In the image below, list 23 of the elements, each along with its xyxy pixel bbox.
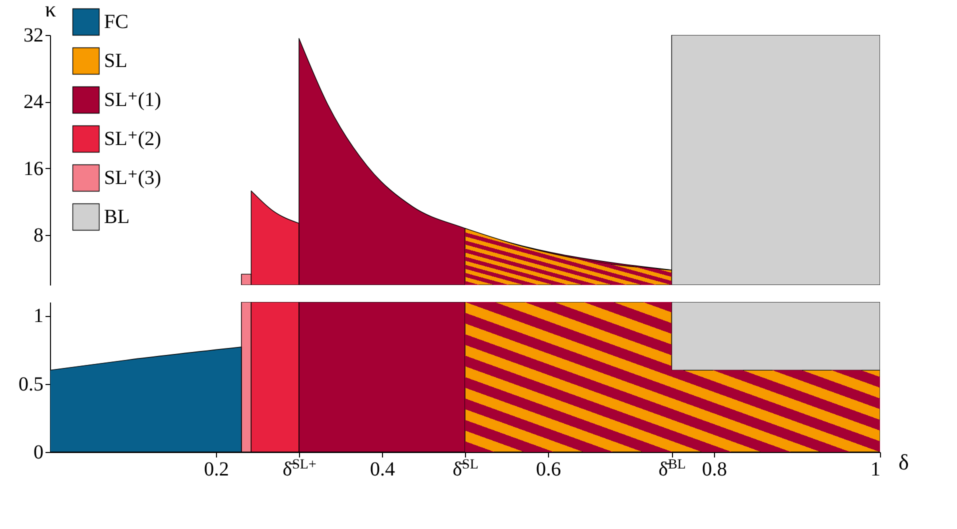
- x-tick-label: 0.6: [536, 458, 561, 480]
- y-axis-title: κ: [44, 0, 56, 22]
- y-tick-label: 0.5: [18, 373, 44, 396]
- legend-label: SL: [104, 50, 128, 72]
- x-tick-label: 0.2: [204, 458, 229, 480]
- legend-label: FC: [104, 11, 128, 33]
- x-tick-label: δ̄$^{SL+}$: [282, 457, 316, 480]
- y-tick-label: 16: [24, 158, 44, 180]
- legend-label: SL⁺(3): [104, 167, 162, 189]
- legend-label: SL⁺(2): [104, 128, 162, 150]
- legend-label: SL⁺(1): [104, 89, 162, 111]
- x-tick-label: δ̄$^{BL}$: [658, 457, 686, 480]
- legend-label: BL: [104, 206, 130, 228]
- x-tick-label: 0.8: [702, 458, 727, 480]
- y-tick-label: 24: [24, 91, 44, 114]
- y-tick-label: 1: [34, 305, 44, 328]
- y-tick-label: 0: [34, 442, 44, 464]
- x-tick-label: δ̄$^{SL}$: [452, 457, 478, 480]
- x-tick-label: 1: [870, 458, 880, 480]
- y-tick-label: 32: [24, 24, 44, 46]
- x-tick-label: 0.4: [370, 458, 395, 480]
- x-axis-title: δ: [898, 450, 909, 474]
- y-tick-label: 8: [34, 224, 44, 246]
